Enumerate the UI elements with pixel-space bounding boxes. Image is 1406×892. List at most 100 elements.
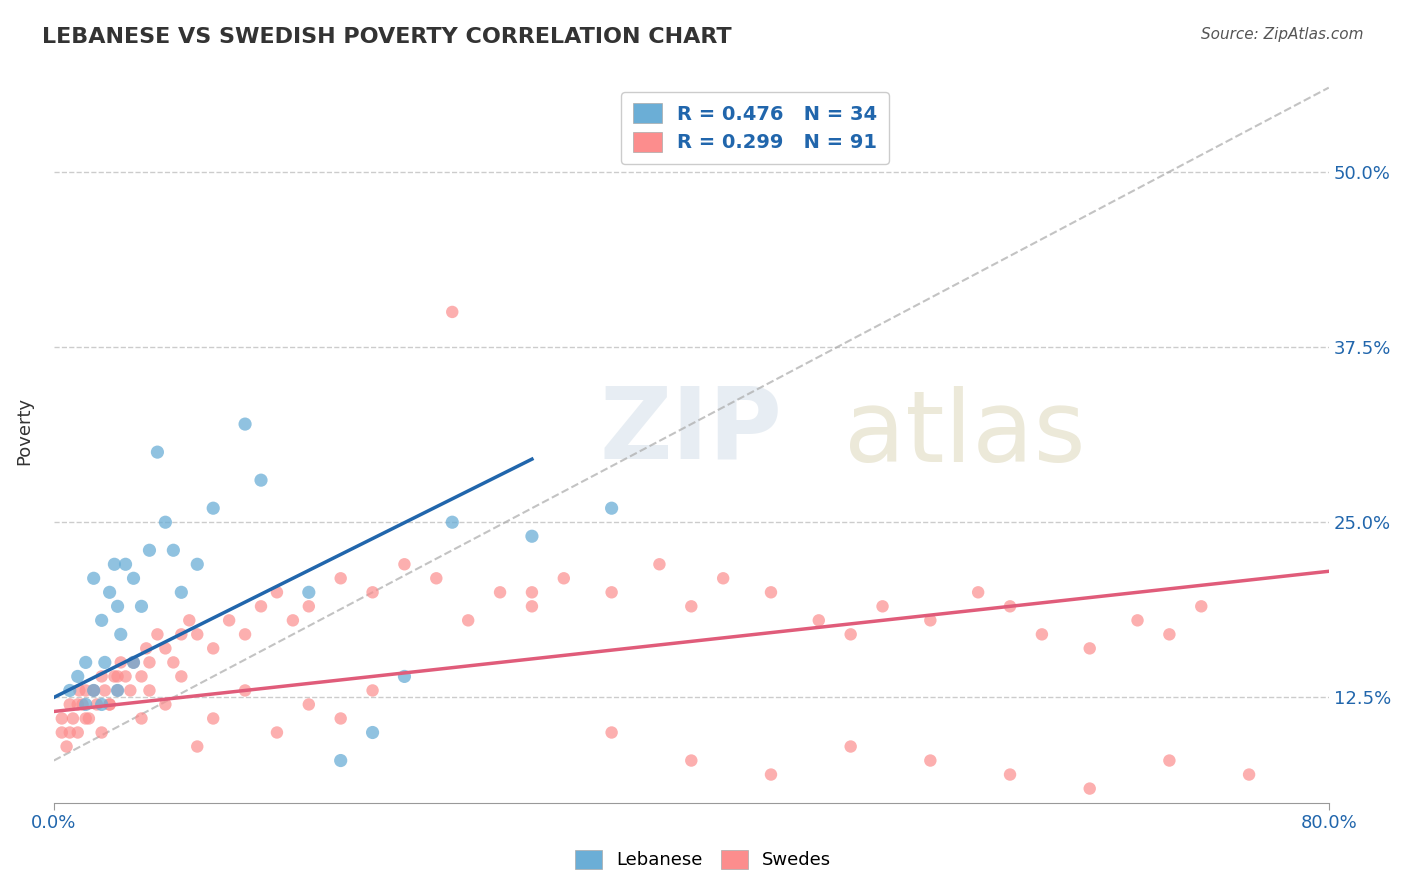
Point: [1126, 613, 1149, 627]
Point: [155, 641, 177, 656]
Point: [90, 725, 112, 739]
Point: [67, 683, 90, 698]
Text: Source: ZipAtlas.com: Source: ZipAtlas.com: [1201, 27, 1364, 42]
Point: [329, 711, 352, 725]
Point: [179, 613, 201, 627]
Point: [872, 599, 894, 614]
Point: [441, 305, 464, 319]
Point: [839, 627, 862, 641]
Point: [72, 698, 94, 712]
Point: [361, 683, 384, 698]
Point: [138, 656, 160, 670]
Point: [66, 725, 89, 739]
Point: [186, 627, 208, 641]
Point: [648, 558, 671, 572]
Point: [170, 627, 193, 641]
Point: [1031, 627, 1053, 641]
Point: [75, 698, 97, 712]
Point: [62, 711, 84, 725]
Text: atlas: atlas: [844, 386, 1085, 483]
Point: [90, 698, 112, 712]
Point: [457, 613, 479, 627]
Point: [170, 669, 193, 683]
Point: [51, 711, 73, 725]
Point: [83, 683, 105, 698]
Point: [90, 669, 112, 683]
Point: [162, 656, 184, 670]
Point: [66, 698, 89, 712]
Point: [711, 571, 734, 585]
Point: [425, 571, 447, 585]
Point: [131, 711, 153, 725]
Point: [759, 767, 782, 781]
Point: [120, 683, 142, 698]
Point: [103, 669, 125, 683]
Point: [807, 613, 830, 627]
Point: [998, 599, 1021, 614]
Point: [759, 585, 782, 599]
Point: [553, 571, 575, 585]
Point: [170, 585, 193, 599]
Point: [98, 698, 121, 712]
Point: [155, 698, 177, 712]
Point: [114, 669, 136, 683]
Point: [1078, 781, 1101, 796]
Point: [131, 599, 153, 614]
Point: [98, 698, 121, 712]
Point: [600, 501, 623, 516]
Point: [839, 739, 862, 754]
Point: [1159, 627, 1181, 641]
Point: [441, 515, 464, 529]
Point: [329, 571, 352, 585]
Point: [233, 417, 256, 431]
Point: [59, 698, 82, 712]
Point: [146, 445, 169, 459]
Point: [250, 599, 273, 614]
Point: [202, 641, 225, 656]
Point: [298, 585, 321, 599]
Point: [266, 725, 288, 739]
Point: [361, 585, 384, 599]
Point: [361, 725, 384, 739]
Point: [107, 683, 129, 698]
Point: [51, 725, 73, 739]
Point: [75, 683, 97, 698]
Point: [86, 698, 108, 712]
Point: [59, 683, 82, 698]
Point: [122, 656, 145, 670]
Point: [218, 613, 240, 627]
Point: [94, 656, 117, 670]
Point: [520, 529, 543, 543]
Legend: R = 0.476   N = 34, R = 0.299   N = 91: R = 0.476 N = 34, R = 0.299 N = 91: [621, 92, 889, 164]
Point: [110, 627, 132, 641]
Point: [77, 711, 100, 725]
Text: ZIP: ZIP: [600, 383, 783, 480]
Point: [110, 656, 132, 670]
Point: [59, 725, 82, 739]
Point: [920, 754, 942, 768]
Point: [103, 558, 125, 572]
Point: [681, 754, 703, 768]
Point: [83, 683, 105, 698]
Point: [75, 656, 97, 670]
Point: [329, 754, 352, 768]
Point: [600, 585, 623, 599]
Point: [250, 473, 273, 487]
Point: [394, 669, 416, 683]
Point: [138, 683, 160, 698]
Point: [967, 585, 990, 599]
Point: [114, 558, 136, 572]
Point: [155, 515, 177, 529]
Point: [281, 613, 304, 627]
Point: [55, 739, 77, 754]
Legend: Lebanese, Swedes: Lebanese, Swedes: [565, 841, 841, 879]
Point: [122, 656, 145, 670]
Point: [1078, 641, 1101, 656]
Point: [138, 543, 160, 558]
Point: [600, 725, 623, 739]
Point: [83, 683, 105, 698]
Point: [94, 683, 117, 698]
Point: [233, 627, 256, 641]
Point: [66, 669, 89, 683]
Point: [122, 656, 145, 670]
